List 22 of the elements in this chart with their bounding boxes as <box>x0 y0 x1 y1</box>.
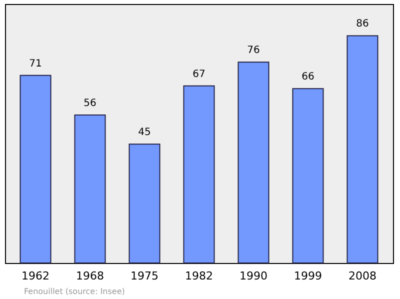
bar <box>238 62 270 264</box>
data-label: 71 <box>29 58 42 70</box>
data-label: 67 <box>192 68 206 80</box>
x-tick-label: 1990 <box>239 270 268 282</box>
data-label: 76 <box>247 45 260 56</box>
bar <box>346 35 378 264</box>
text: Fenouillet (source: Insee) <box>24 287 125 296</box>
x-tick-label: 2008 <box>348 270 376 282</box>
x-tick-label: 1962 <box>22 270 50 282</box>
x-tick-label: 1968 <box>76 270 104 282</box>
bar <box>74 114 106 264</box>
x-tick-label: 1975 <box>130 270 159 282</box>
bar <box>128 144 160 264</box>
bar <box>183 85 215 264</box>
data-label: 45 <box>138 127 151 138</box>
data-label: 86 <box>356 18 369 30</box>
data-label: 56 <box>84 98 96 109</box>
data-label: 66 <box>302 72 314 83</box>
x-tick-label: 1999 <box>294 270 322 282</box>
bar <box>292 88 324 264</box>
bar <box>20 74 52 264</box>
x-tick-label: 1982 <box>185 270 213 282</box>
